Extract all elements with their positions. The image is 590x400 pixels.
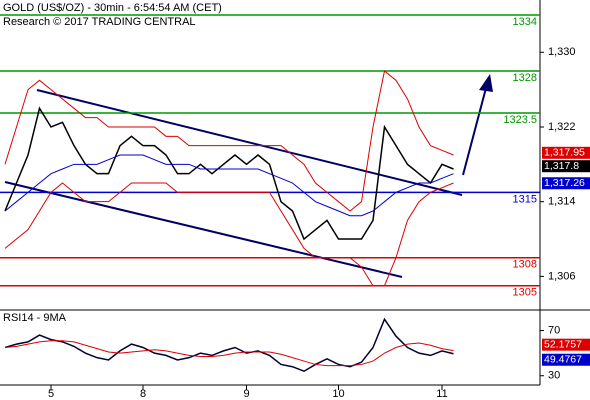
last-value-label: 1,317.8	[544, 160, 579, 172]
series-line	[4, 182, 454, 287]
rsi-title: RSI14 - 9MA	[3, 312, 67, 324]
level-label: 1334	[513, 16, 537, 28]
level-label: 1308	[513, 259, 537, 271]
arrow-shaft	[462, 87, 487, 176]
last-value-box	[542, 160, 590, 173]
channel-upper	[36, 89, 463, 196]
x-tick-label: 10	[332, 388, 344, 400]
last-value-label: 1,317.26	[544, 177, 585, 189]
level-label: 1315	[513, 193, 537, 205]
series-line	[4, 340, 454, 367]
series-line	[4, 106, 454, 241]
chart-subtitle: Research © 2017 TRADING CENTRAL	[3, 16, 196, 28]
y-tick-label: 1,306	[548, 270, 576, 282]
last-value-box	[542, 146, 590, 159]
series-line	[4, 70, 454, 212]
last-value-box	[542, 177, 590, 190]
last-value-label: 49.4767	[544, 354, 582, 366]
channel-lower	[4, 181, 403, 278]
y-tick-label: 1,330	[548, 46, 576, 58]
last-value-box	[542, 338, 590, 351]
last-value-label: 1,317.95	[544, 147, 585, 159]
x-tick-label: 5	[48, 388, 54, 400]
arrow-head	[479, 74, 493, 92]
level-label: 1323.5	[503, 114, 537, 126]
y-tick-label: 1,322	[548, 121, 576, 133]
chart-title: GOLD (US$/OZ) - 30min - 6:54:54 AM (CET)	[3, 2, 222, 14]
x-tick-label: 9	[243, 388, 249, 400]
series-line	[4, 154, 454, 217]
level-label: 1305	[513, 287, 537, 299]
y-tick-label: 30	[548, 370, 560, 382]
x-tick-label: 11	[436, 388, 447, 400]
series-line	[4, 317, 454, 373]
x-tick-label: 8	[140, 388, 146, 400]
y-tick-label: 1,314	[548, 196, 576, 208]
y-tick-label: 70	[548, 324, 560, 336]
last-value-label: 52.1757	[544, 338, 582, 350]
level-label: 1328	[513, 72, 537, 84]
last-value-box	[542, 353, 590, 366]
